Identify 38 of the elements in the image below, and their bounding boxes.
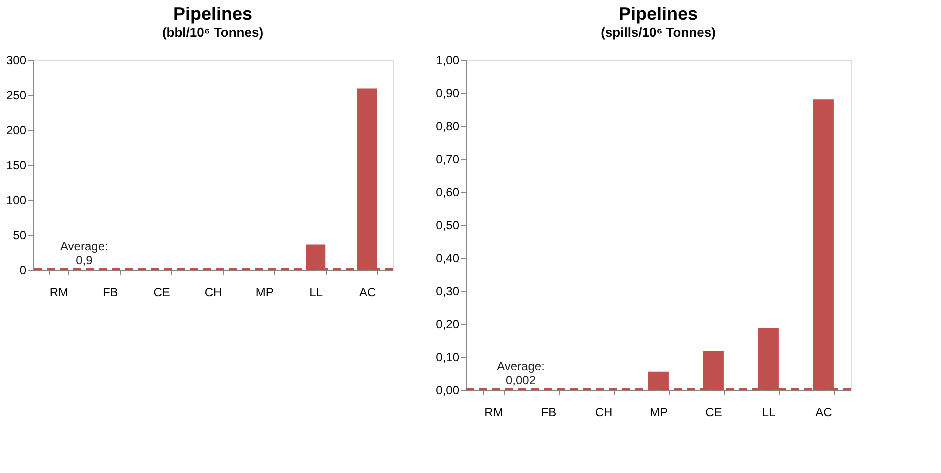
x-tick-label: CE (154, 286, 170, 300)
chart-title: Pipelines (173, 4, 253, 24)
y-tick-label: 0,00 (436, 384, 460, 398)
y-tick-label: 0,60 (436, 186, 460, 200)
x-tick-label: RM (484, 406, 504, 420)
chart-subtitle: (bbl/10⁶ Tonnes) (162, 25, 264, 40)
x-tick-label: CH (204, 286, 222, 300)
y-tick-label: 150 (6, 158, 27, 172)
y-tick-label: 0,20 (436, 318, 460, 332)
y-tick-label: 100 (6, 194, 27, 208)
x-tick-label: LL (310, 286, 324, 300)
y-tick-label: 0,10 (436, 350, 460, 364)
y-tick-label: 1,00 (436, 54, 460, 68)
x-tick-label: AC (816, 406, 833, 420)
ref-line-label: Average: 0,9 (60, 239, 108, 268)
x-tick-label: AC (359, 286, 376, 300)
chart-title: Pipelines (618, 4, 698, 24)
x-tick-label: MP (256, 286, 274, 300)
y-tick-label: 0,80 (436, 120, 460, 134)
y-tick-label: 0,90 (436, 86, 460, 100)
y-tick-label: 0,30 (436, 284, 460, 298)
y-tick-label: 300 (6, 54, 27, 68)
x-tick-label: FB (102, 286, 118, 300)
x-tick-label: CE (706, 406, 722, 420)
y-tick-label: 0,70 (436, 152, 460, 166)
y-tick-label: 250 (6, 88, 27, 102)
x-tick-label: FB (541, 406, 557, 420)
y-tick-label: 50 (13, 228, 27, 242)
y-tick-label: 0,40 (436, 252, 460, 266)
y-tick-label: 200 (6, 124, 27, 138)
x-tick-label: CH (595, 406, 613, 420)
chart-subtitle: (spills/10⁶ Tonnes) (601, 25, 716, 40)
x-tick-label: RM (50, 286, 69, 300)
x-tick-label: MP (650, 406, 668, 420)
x-tick-label: LL (762, 406, 776, 420)
ref-line-label: Average: 0,002 (497, 359, 545, 388)
y-tick-label: 0 (20, 264, 27, 278)
y-tick-label: 0,50 (436, 218, 460, 232)
